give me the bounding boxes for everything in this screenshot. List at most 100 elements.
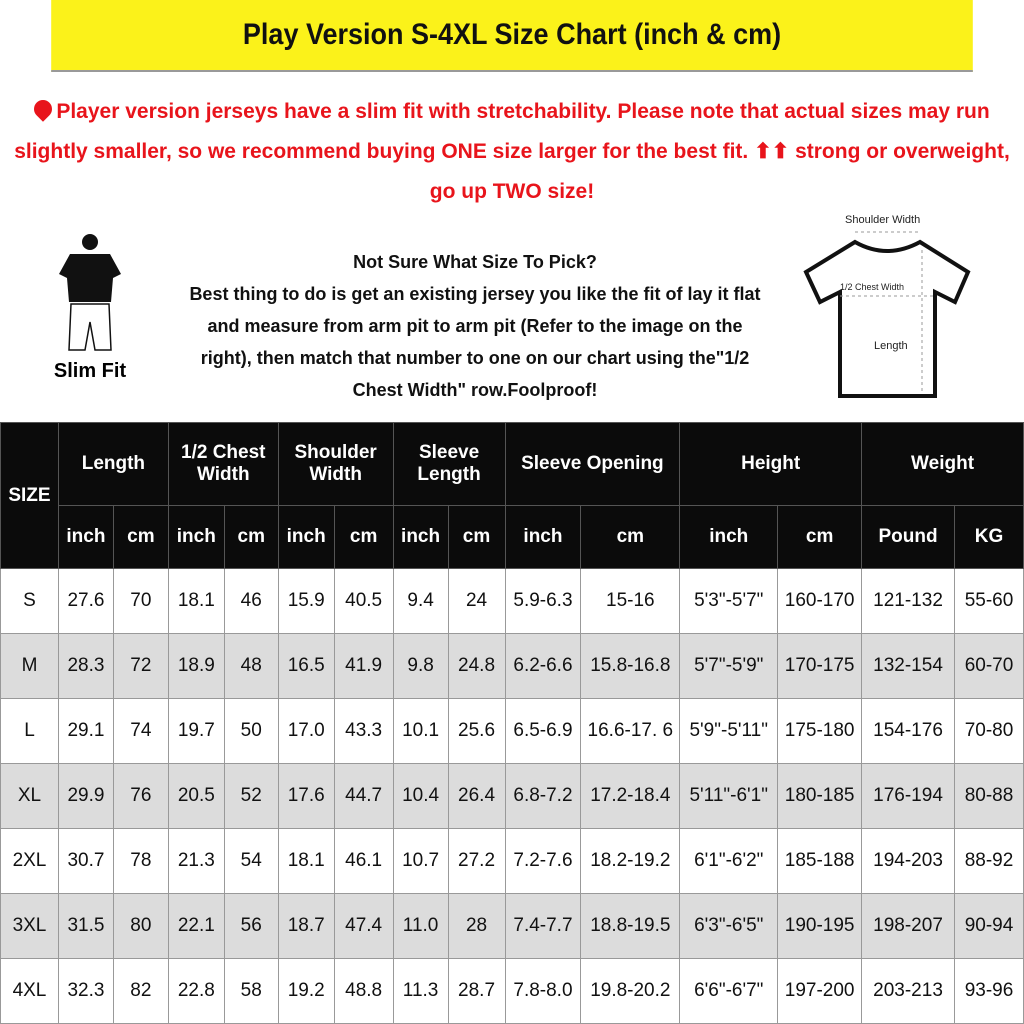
table-cell: 197-200 <box>777 958 863 1024</box>
table-cell: 58 <box>223 958 279 1024</box>
table-cell: 170-175 <box>777 633 863 699</box>
slim-fit-label: Slim Fit <box>53 360 127 382</box>
table-cell: 16.5 <box>277 633 335 699</box>
chest-width-label: 1/2 Chest Width <box>840 282 905 292</box>
table-cell: 180-185 <box>777 763 863 829</box>
size-help: Not Sure What Size To Pick? Best thing t… <box>180 246 770 406</box>
table-cell: 74 <box>112 698 169 764</box>
table-cell: 28.3 <box>57 633 114 699</box>
column-group-header: Weight <box>861 422 1024 506</box>
table-cell: 5'11"-6'1" <box>679 763 779 829</box>
table-cell: 194-203 <box>861 828 955 894</box>
tshirt-icon <box>803 231 971 398</box>
table-cell: 15-16 <box>580 568 681 634</box>
table-cell: 80-88 <box>953 763 1024 829</box>
size-cell: S <box>0 568 59 634</box>
table-row: 2XL 30.7 78 21.3 54 18.1 46.1 10.7 27.2 7.2-7.6 18… <box>0 828 1024 894</box>
table-cell: 82 <box>112 958 169 1024</box>
table-cell: 18.9 <box>167 633 225 699</box>
table-cell: 41.9 <box>333 633 394 699</box>
unit-header: inch <box>167 505 225 569</box>
table-cell: 18.1 <box>167 568 225 634</box>
size-header: SIZE <box>0 422 59 569</box>
table-cell: 24 <box>447 568 506 634</box>
table-cell: 93-96 <box>953 958 1024 1024</box>
column-group-header: Length <box>57 422 169 506</box>
table-row: L 29.1 74 19.7 50 17.0 43.3 10.1 25.6 6.5-6.9 16.6… <box>0 698 1024 764</box>
table-cell: 198-207 <box>861 893 955 959</box>
table-cell: 190-195 <box>777 893 863 959</box>
column-group-header: Sleeve Length <box>392 422 506 506</box>
table-cell: 22.1 <box>167 893 225 959</box>
unit-header: cm <box>333 505 394 569</box>
size-cell: L <box>0 698 59 764</box>
table-cell: 55-60 <box>953 568 1024 634</box>
table-cell: 76 <box>112 763 169 829</box>
table-row: M 28.3 72 18.9 48 16.5 41.9 9.8 24.8 6.2-6.6 15.8-… <box>0 633 1024 699</box>
table-cell: 90-94 <box>953 893 1024 959</box>
table-cell: 11.3 <box>392 958 449 1024</box>
table-cell: 6'1"-6'2" <box>679 828 779 894</box>
table-cell: 26.4 <box>447 763 506 829</box>
table-cell: 54 <box>223 828 279 894</box>
table-cell: 6.5-6.9 <box>504 698 582 764</box>
table-cell: 47.4 <box>333 893 394 959</box>
table-cell: 40.5 <box>333 568 394 634</box>
table-cell: 52 <box>223 763 279 829</box>
table-row: S 27.6 70 18.1 46 15.9 40.5 9.4 24 5.9-6.3 15-16 5'… <box>0 568 1024 634</box>
table-cell: 31.5 <box>57 893 114 959</box>
table-cell: 78 <box>112 828 169 894</box>
table-cell: 28 <box>447 893 506 959</box>
table-cell: 24.8 <box>447 633 506 699</box>
table-cell: 21.3 <box>167 828 225 894</box>
table-cell: 17.6 <box>277 763 335 829</box>
table-row: 4XL 32.3 82 22.8 58 19.2 48.8 11.3 28.7 7.8-8.0 19… <box>0 958 1024 1024</box>
table-cell: 27.2 <box>447 828 506 894</box>
table-cell: 72 <box>112 633 169 699</box>
table-cell: 6.2-6.6 <box>504 633 582 699</box>
table-cell: 46.1 <box>333 828 394 894</box>
measurement-diagram: Shoulder Width 1/2 Chest Width Length <box>800 210 975 410</box>
size-table: SIZE Length 1/2 Chest Width Shoulder Width S… <box>0 422 1024 1024</box>
unit-header: inch <box>277 505 335 569</box>
unit-header: inch <box>679 505 779 569</box>
size-cell: 4XL <box>0 958 59 1024</box>
help-heading: Not Sure What Size To Pick? <box>353 252 597 272</box>
table-cell: 46 <box>223 568 279 634</box>
table-cell: 10.7 <box>392 828 449 894</box>
table-cell: 29.9 <box>57 763 114 829</box>
table-cell: 80 <box>112 893 169 959</box>
table-cell: 6'3"-6'5" <box>679 893 779 959</box>
table-cell: 88-92 <box>953 828 1024 894</box>
table-row: 3XL 31.5 80 22.1 56 18.7 47.4 11.0 28 7.4-7.7 18.8… <box>0 893 1024 959</box>
unit-header: inch <box>57 505 114 569</box>
unit-header: inch <box>392 505 449 569</box>
table-cell: 48.8 <box>333 958 394 1024</box>
length-label: Length <box>874 340 908 352</box>
table-cell: 5'7"-5'9" <box>679 633 779 699</box>
unit-header: cm <box>447 505 506 569</box>
table-cell: 7.4-7.7 <box>504 893 582 959</box>
table-cell: 30.7 <box>57 828 114 894</box>
table-cell: 5.9-6.3 <box>504 568 582 634</box>
column-group-header: Shoulder Width <box>277 422 394 506</box>
table-cell: 44.7 <box>333 763 394 829</box>
column-group-header: Height <box>679 422 863 506</box>
table-cell: 48 <box>223 633 279 699</box>
table-cell: 60-70 <box>953 633 1024 699</box>
size-cell: M <box>0 633 59 699</box>
table-row: XL 29.9 76 20.5 52 17.6 44.7 10.4 26.4 6.8-7.2 17.… <box>0 763 1024 829</box>
table-cell: 18.2-19.2 <box>580 828 681 894</box>
unit-header: cm <box>777 505 863 569</box>
table-cell: 185-188 <box>777 828 863 894</box>
table-cell: 121-132 <box>861 568 955 634</box>
help-body: Best thing to do is get an existing jers… <box>189 284 761 400</box>
table-cell: 154-176 <box>861 698 955 764</box>
table-cell: 19.7 <box>167 698 225 764</box>
notice-text: Player version jerseys have a slim fit w… <box>14 100 1010 203</box>
unit-header: cm <box>580 505 681 569</box>
fit-notice: Player version jerseys have a slim fit w… <box>6 92 1018 212</box>
table-cell: 9.8 <box>392 633 449 699</box>
table-cell: 10.4 <box>392 763 449 829</box>
table-cell: 18.1 <box>277 828 335 894</box>
